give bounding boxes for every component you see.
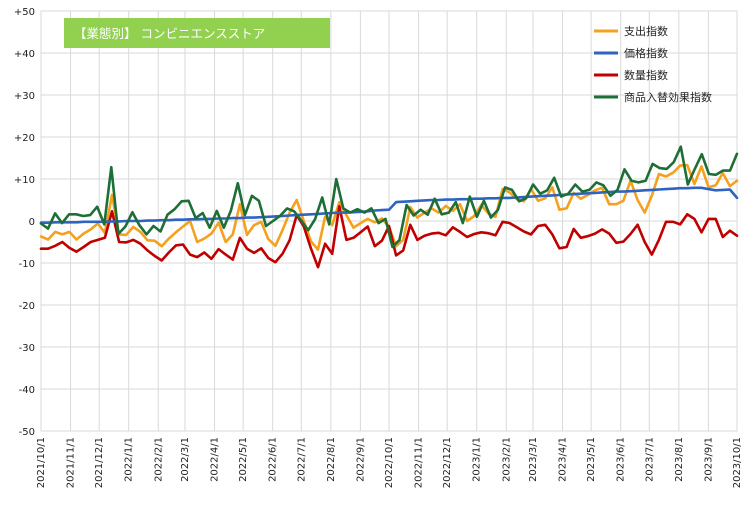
x-tick-label: 2023/6/1 bbox=[616, 437, 627, 482]
y-tick-label: +10 bbox=[14, 175, 35, 186]
legend-label: 商品入替効果指数 bbox=[624, 90, 712, 104]
chart-title: 【業態別】 コンビニエンスストア bbox=[74, 26, 265, 41]
x-tick-label: 2022/2/1 bbox=[153, 437, 164, 482]
x-tick-label: 2022/4/1 bbox=[210, 437, 221, 482]
series-line bbox=[39, 205, 739, 269]
y-tick-label: +30 bbox=[14, 91, 35, 102]
x-tick-label: 2021/11/1 bbox=[66, 437, 77, 488]
x-tick-label: 2022/3/1 bbox=[180, 437, 191, 482]
x-axis-ticks: 2021/10/1 2021/11/1 2021/12/1 2022/1/1 2022/… bbox=[36, 437, 742, 488]
x-tick-label: 2021/12/1 bbox=[94, 437, 105, 488]
series-line bbox=[39, 186, 739, 224]
series-lines bbox=[39, 145, 739, 269]
y-axis-ticks: +50 +40 +30 +20 +10 0 -10 -20 -30 -40 -50 bbox=[14, 7, 35, 438]
title-background bbox=[64, 18, 330, 48]
x-tick-label: 2023/9/1 bbox=[703, 437, 714, 482]
legend-label: 支出指数 bbox=[624, 24, 668, 38]
y-tick-label: -10 bbox=[19, 259, 35, 270]
y-tick-label: +20 bbox=[14, 133, 35, 144]
x-tick-label: 2022/11/1 bbox=[414, 437, 425, 488]
x-tick-label: 2022/12/1 bbox=[442, 437, 453, 488]
legend-label: 価格指数 bbox=[624, 46, 668, 60]
x-tick-label: 2023/4/1 bbox=[558, 437, 569, 482]
x-tick-label: 2021/10/1 bbox=[36, 437, 47, 488]
x-tick-label: 2022/1/1 bbox=[124, 437, 135, 482]
plot-frame bbox=[40, 10, 738, 432]
y-tick-label: +50 bbox=[14, 7, 35, 18]
y-tick-label: -20 bbox=[19, 301, 35, 312]
chart-title-box: 【業態別】 コンビニエンスストア bbox=[64, 18, 330, 48]
y-tick-label: -50 bbox=[19, 427, 35, 438]
x-tick-label: 2023/1/1 bbox=[472, 437, 483, 482]
x-tick-label: 2022/6/1 bbox=[268, 437, 279, 482]
y-tick-label: -30 bbox=[19, 343, 35, 354]
y-tick-label: -40 bbox=[19, 385, 35, 396]
x-tick-label: 2022/10/1 bbox=[384, 437, 395, 488]
x-tick-label: 2023/8/1 bbox=[674, 437, 685, 482]
y-tick-label: +40 bbox=[14, 49, 35, 60]
legend-label: 数量指数 bbox=[624, 68, 668, 82]
x-tick-label: 2022/9/1 bbox=[355, 437, 366, 482]
series-line bbox=[39, 145, 739, 249]
x-tick-label: 2022/5/1 bbox=[238, 437, 249, 482]
x-tick-label: 2022/7/1 bbox=[296, 437, 307, 482]
x-tick-label: 2023/2/1 bbox=[501, 437, 512, 482]
x-tick-label: 2023/7/1 bbox=[644, 437, 655, 482]
x-tick-label: 2022/8/1 bbox=[326, 437, 337, 482]
x-tick-label: 2023/10/1 bbox=[732, 437, 742, 488]
x-tick-label: 2023/3/1 bbox=[528, 437, 539, 482]
x-tick-label: 2023/5/1 bbox=[586, 437, 597, 482]
y-tick-label: 0 bbox=[29, 217, 35, 228]
